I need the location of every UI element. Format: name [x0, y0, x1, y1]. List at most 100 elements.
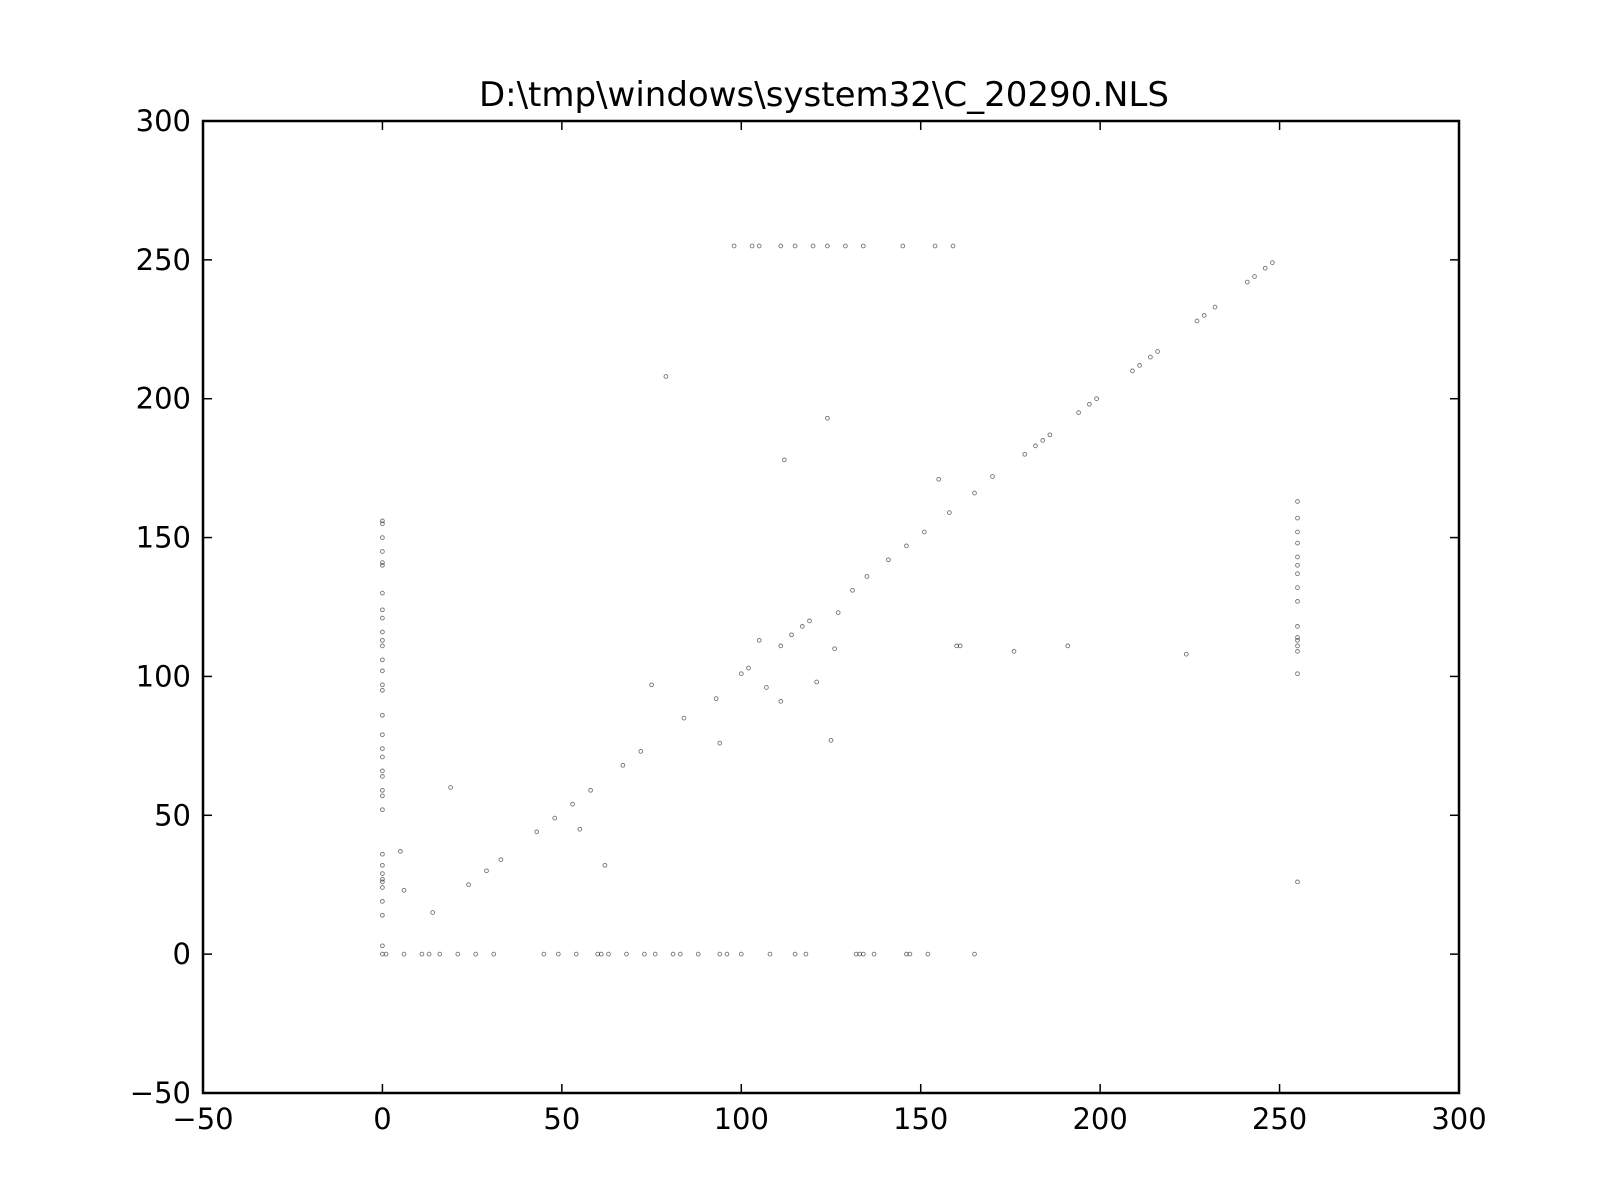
data-point: [380, 668, 385, 674]
data-point: [380, 754, 385, 760]
data-point: [832, 646, 837, 652]
data-point: [455, 951, 461, 957]
data-point: [731, 243, 737, 249]
x-tick-label: 50: [543, 1102, 580, 1136]
data-point: [602, 862, 608, 868]
data-point: [555, 951, 561, 957]
data-point: [380, 637, 385, 643]
data-point: [1295, 637, 1300, 643]
data-point: [713, 696, 719, 701]
x-tick-label: 100: [714, 1102, 769, 1136]
data-point: [380, 793, 385, 799]
data-point: [886, 557, 891, 563]
data-point: [606, 951, 611, 957]
data-point: [789, 632, 794, 638]
data-point: [398, 849, 403, 854]
data-point: [437, 951, 443, 957]
data-point: [380, 521, 385, 527]
data-point: [652, 951, 658, 957]
data-point: [670, 951, 676, 957]
data-point: [649, 682, 654, 688]
data-point: [577, 826, 583, 832]
data-point: [1295, 499, 1300, 504]
data-point: [1033, 443, 1038, 449]
data-point: [419, 951, 425, 957]
data-point: [380, 562, 385, 568]
data-point: [1295, 554, 1300, 560]
data-point: [448, 785, 453, 790]
data-point: [1130, 368, 1135, 374]
data-point: [828, 737, 834, 743]
data-point: [921, 529, 927, 535]
data-point: [695, 951, 701, 957]
data-point: [814, 679, 819, 685]
data-point: [1040, 438, 1046, 443]
data-point: [380, 682, 385, 688]
data-point: [1295, 540, 1300, 546]
ticks-layer: −50 0 50 100 150 200 250 300 −50 0 50 100 150 200 250 3…: [130, 104, 1487, 1136]
data-point: [1295, 571, 1300, 577]
data-point: [1183, 651, 1189, 657]
data-point: [990, 474, 995, 479]
data-point: [430, 910, 436, 915]
data-point: [598, 951, 604, 957]
y-tick-label: 300: [136, 104, 191, 138]
data-point: [738, 671, 744, 677]
data-point: [426, 951, 432, 957]
data-point: [972, 951, 977, 957]
x-tick-label: 0: [373, 1102, 391, 1136]
data-point: [380, 879, 385, 885]
data-point: [972, 490, 977, 496]
data-point: [764, 685, 769, 690]
data-point: [1295, 635, 1300, 640]
data-point: [724, 951, 730, 957]
data-point: [1137, 363, 1142, 368]
data-point: [642, 951, 647, 957]
data-point: [380, 560, 385, 565]
chart-title: D:\tmp\windows\system32\C_20290.NLS: [479, 75, 1169, 115]
data-point: [810, 243, 816, 249]
data-point: [380, 774, 385, 779]
data-point: [380, 807, 385, 813]
data-point: [638, 749, 644, 754]
data-point: [498, 857, 504, 863]
data-point: [936, 476, 942, 482]
data-point: [541, 951, 547, 957]
data-point: [401, 887, 407, 893]
data-point: [380, 629, 385, 635]
data-point: [1295, 515, 1300, 521]
x-tick-label: 150: [893, 1102, 948, 1136]
data-point: [860, 243, 866, 249]
data-point: [850, 587, 855, 593]
data-point: [534, 829, 540, 835]
data-point: [380, 549, 385, 554]
data-point: [1295, 643, 1300, 649]
data-point: [947, 510, 952, 515]
data-point: [380, 643, 385, 649]
points-layer: [380, 243, 1300, 957]
data-point: [681, 715, 687, 721]
data-point: [380, 615, 385, 621]
data-point: [1094, 396, 1099, 402]
data-point: [1065, 643, 1071, 649]
data-point: [401, 951, 407, 957]
data-point: [778, 643, 784, 649]
data-point: [1194, 318, 1200, 324]
data-point: [380, 885, 385, 890]
data-point: [792, 243, 798, 249]
data-point: [932, 243, 938, 249]
data-point: [1295, 585, 1300, 590]
data-point: [1295, 671, 1300, 677]
data-point: [957, 643, 963, 649]
plot-frame: [201, 119, 1461, 1095]
data-point: [738, 951, 744, 957]
data-point: [778, 699, 784, 704]
data-point: [380, 876, 385, 882]
data-point: [573, 951, 579, 957]
data-point: [380, 607, 385, 613]
y-tick-label: 150: [136, 521, 191, 555]
data-point: [570, 801, 575, 807]
data-point: [767, 951, 773, 957]
y-tick-label: 50: [154, 798, 191, 832]
